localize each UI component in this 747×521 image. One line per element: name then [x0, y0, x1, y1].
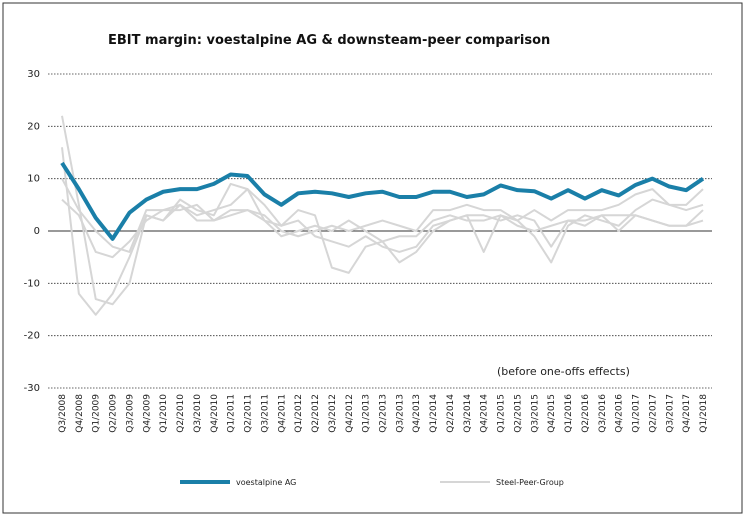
x-tick-label: Q2/2012: [311, 394, 321, 433]
x-tick-label: Q4/2015: [547, 394, 557, 433]
x-tick-label: Q3/2011: [260, 394, 270, 433]
x-tick-label: Q1/2011: [227, 394, 237, 433]
x-tick-label: Q2/2014: [446, 394, 456, 433]
x-tick-label: Q2/2015: [513, 394, 523, 433]
x-tick-label: Q3/2009: [125, 394, 135, 433]
x-tick-label: Q2/2011: [244, 394, 254, 433]
y-tick-label: -20: [24, 331, 40, 342]
main-line: [60, 161, 705, 241]
x-tick-label: Q4/2016: [615, 394, 625, 433]
x-tick-label: Q2/2009: [109, 394, 119, 433]
x-tick-label: Q3/2015: [530, 394, 540, 433]
frame: [2, 2, 743, 514]
x-tick-label: Q3/2008: [58, 394, 68, 433]
x-tick-label: Q2/2013: [379, 394, 389, 433]
x-tick-label: Q1/2009: [92, 394, 102, 433]
x-tick-label: Q2/2010: [176, 394, 186, 433]
legend-label: Steel-Peer-Group: [496, 478, 564, 487]
chart-title: EBIT margin: voestalpine AG & downsteam-…: [108, 33, 550, 48]
x-tick-label: Q1/2018: [699, 394, 709, 433]
x-tick-label: Q3/2013: [395, 394, 405, 433]
x-tick-label: Q4/2010: [210, 394, 220, 433]
x-tick-label: Q4/2009: [142, 394, 152, 433]
annotation: (before one-offs effects): [497, 365, 630, 378]
x-tick-label: Q4/2008: [75, 394, 85, 433]
x-tick-label: Q3/2010: [193, 394, 203, 433]
x-tick-label: Q4/2013: [412, 394, 422, 433]
x-tick-label: Q1/2010: [159, 394, 169, 433]
x-tick-label: Q2/2016: [581, 394, 591, 433]
y-tick-label: 30: [27, 69, 40, 80]
y-tick-label: -30: [24, 383, 40, 394]
x-tick-label: Q3/2016: [598, 394, 608, 433]
x-tick-label: Q4/2014: [480, 394, 490, 433]
x-tick-label: Q4/2017: [682, 394, 692, 433]
y-tick-label: -10: [24, 278, 40, 289]
legend-label: voestalpine AG: [236, 478, 296, 487]
x-tick-label: Q4/2012: [345, 394, 355, 433]
x-tick-label: Q3/2012: [328, 394, 338, 433]
y-tick-label: 10: [27, 174, 40, 185]
y-tick-label: 20: [27, 121, 40, 132]
x-tick-label: Q2/2017: [648, 394, 658, 433]
x-tick-label: Q3/2014: [463, 394, 473, 433]
x-tick-label: Q1/2013: [362, 394, 372, 433]
peer-line: [61, 178, 704, 253]
y-tick-label: 0: [34, 226, 40, 237]
x-tick-label: Q1/2014: [429, 394, 439, 433]
x-tick-label: Q1/2015: [497, 394, 507, 433]
peer-line: [61, 147, 704, 316]
x-tick-label: Q1/2016: [564, 394, 574, 433]
peer-line: [61, 188, 704, 259]
x-tick-label: Q4/2011: [277, 394, 287, 433]
x-tick-label: Q3/2017: [665, 394, 675, 433]
x-tick-label: Q1/2012: [294, 394, 304, 433]
x-tick-label: Q1/2017: [632, 394, 642, 433]
